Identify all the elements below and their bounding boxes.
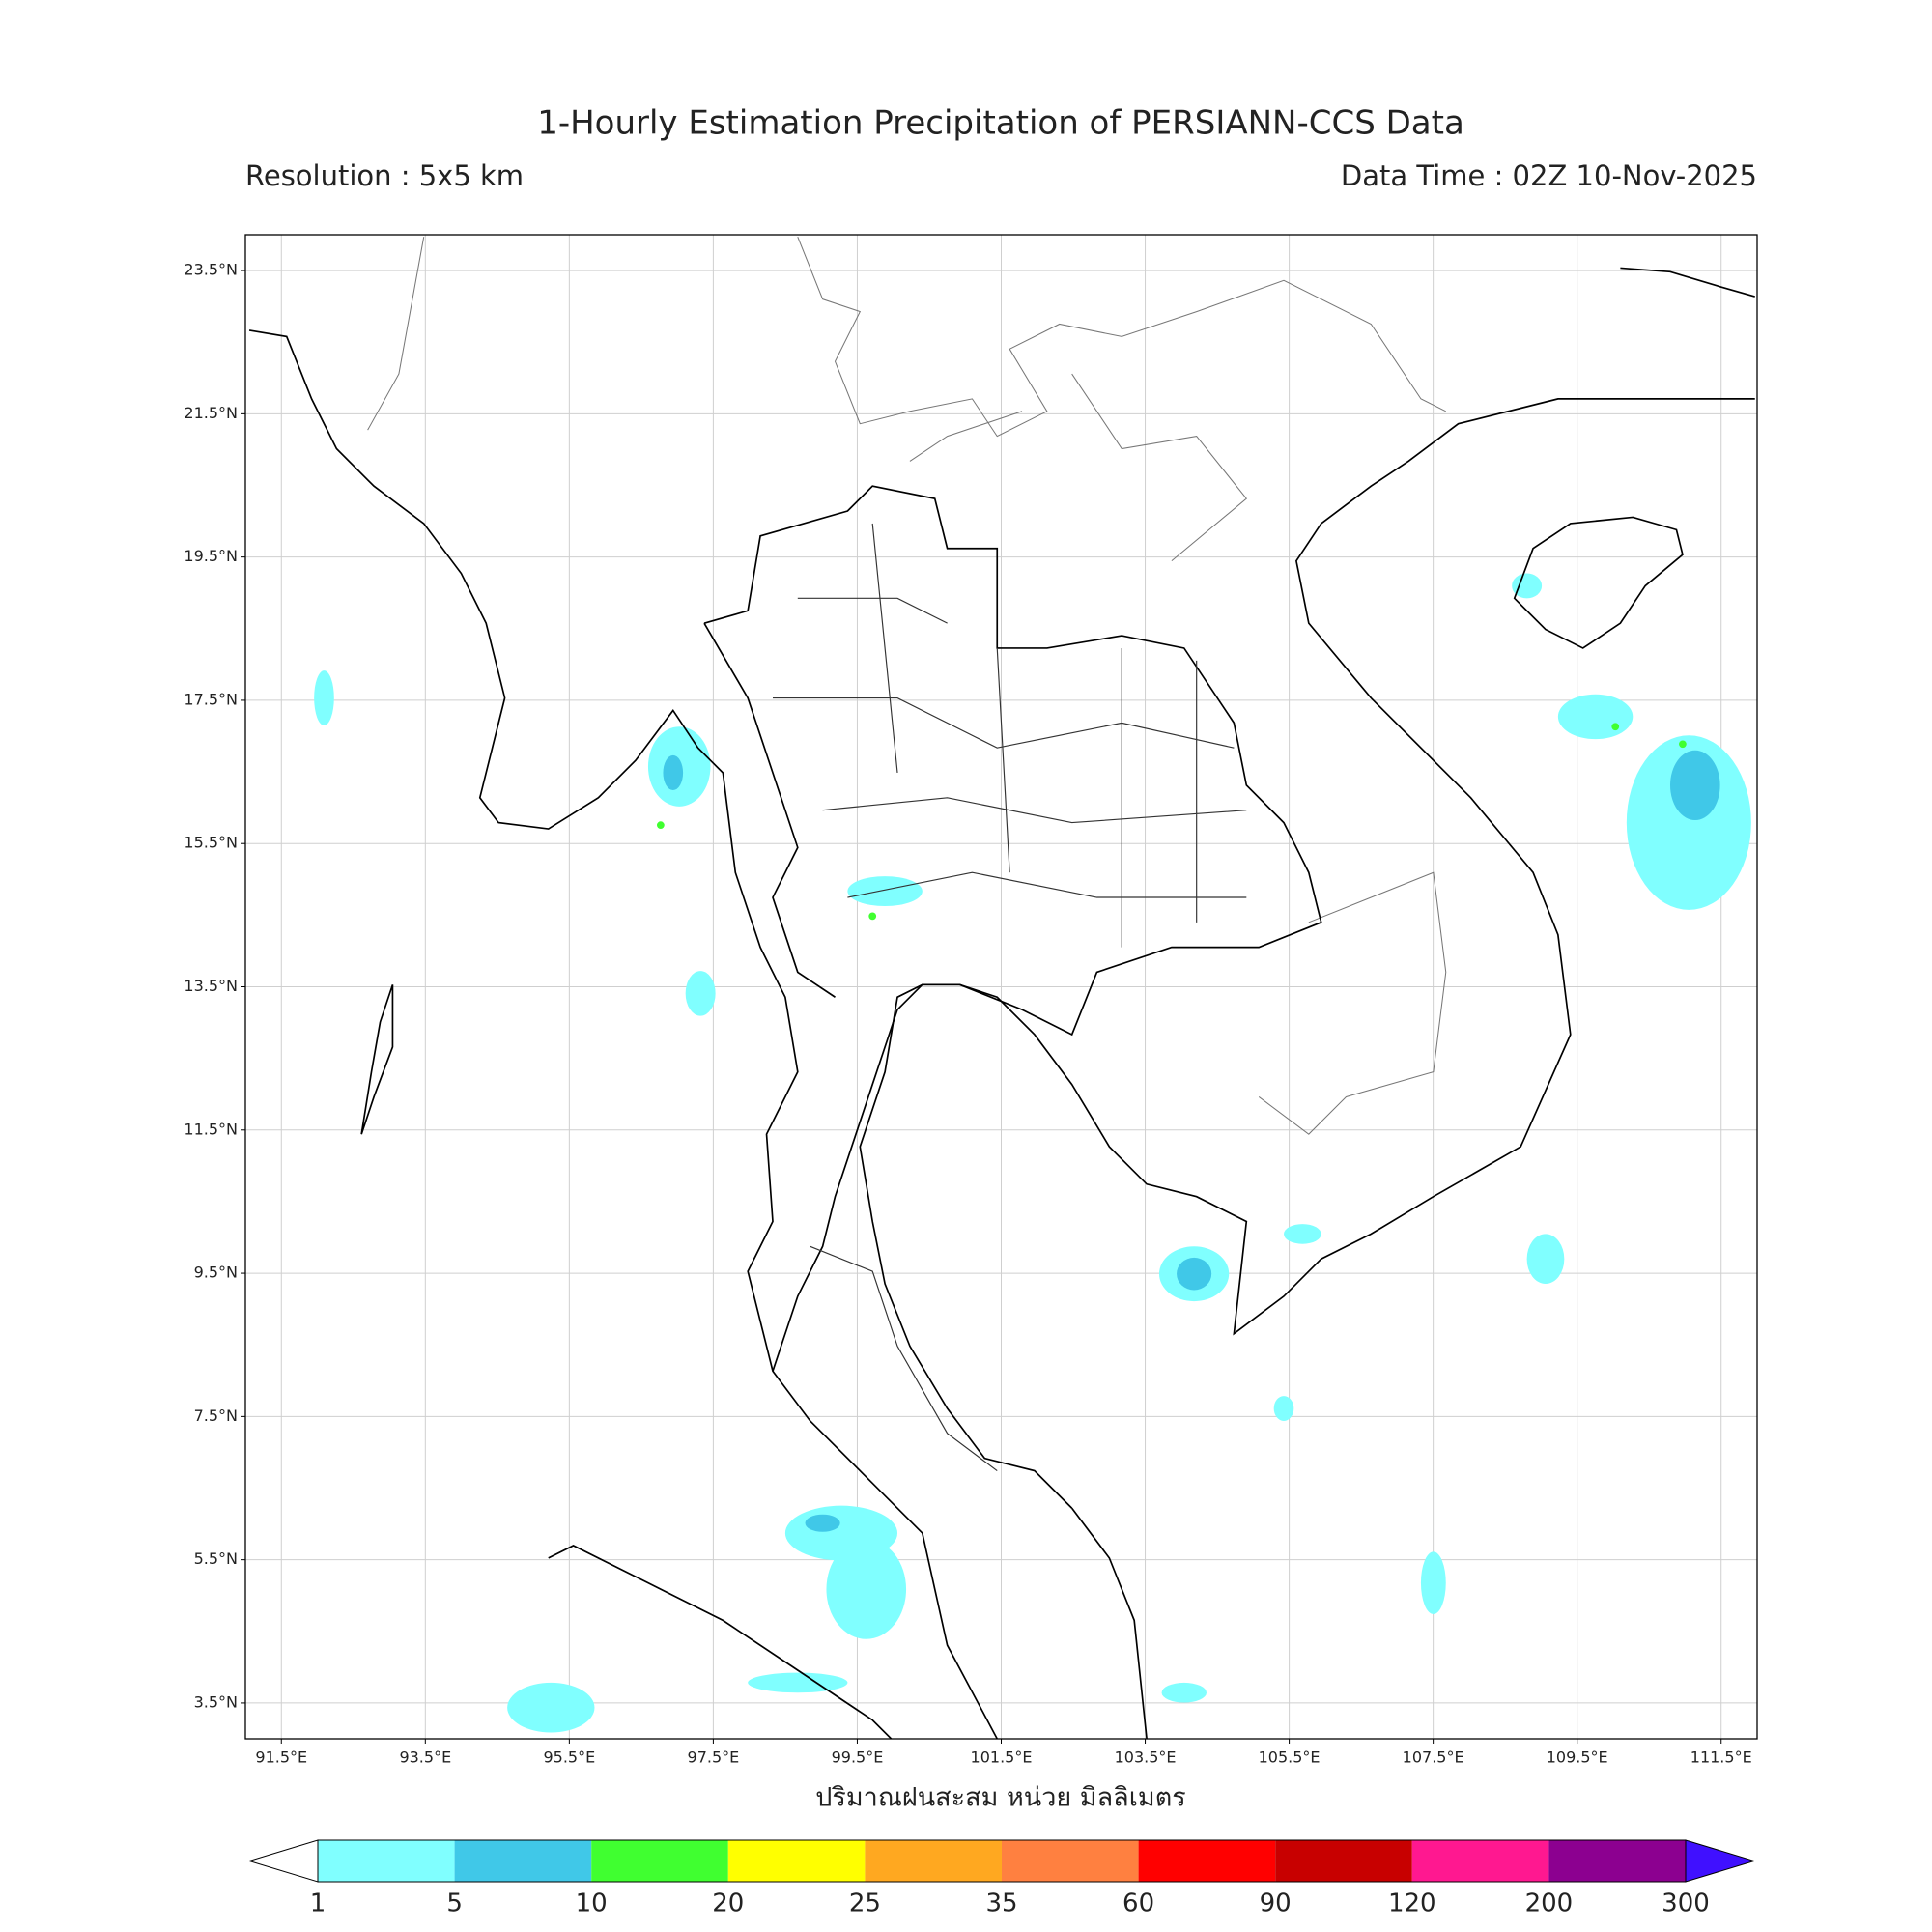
- coastline: [859, 398, 1755, 1509]
- colorbar-box: [591, 1840, 728, 1882]
- colorbar-tick-label: 5: [446, 1889, 463, 1918]
- colorbar-tick-label: 10: [576, 1889, 608, 1918]
- y-tick-label: 17.5°N: [184, 690, 238, 708]
- thailand-border: [703, 485, 1322, 1372]
- colorbar-box: [1275, 1840, 1412, 1882]
- colorbar-tick-label: 35: [985, 1889, 1017, 1918]
- coastline: [1070, 1507, 1148, 1739]
- colorbar-frame: [317, 1839, 1687, 1883]
- colorbar-label: ปริมาณฝนสะสม หน่วย มิลลิเมตร: [815, 1783, 1186, 1813]
- colorbar-box: [865, 1840, 1002, 1882]
- x-tick-label: 109.5°E: [1547, 1748, 1608, 1767]
- colorbar-box: [454, 1840, 592, 1882]
- x-tick-label: 99.5°E: [832, 1748, 884, 1767]
- y-tick-label: 13.5°N: [184, 977, 238, 995]
- colorbar-box: [1138, 1840, 1276, 1882]
- y-tick-label: 15.5°N: [184, 834, 238, 852]
- colorbar-under: [247, 1839, 319, 1883]
- colorbar-tick-label: 90: [1260, 1889, 1292, 1918]
- x-tick-label: 97.5°E: [688, 1748, 740, 1767]
- colorbar-tick-label: 300: [1662, 1889, 1710, 1918]
- colorbar-tick-label: 120: [1388, 1889, 1436, 1918]
- subtitle-right: Data Time : 02Z 10-Nov-2025: [1341, 159, 1757, 192]
- coastline: [1620, 267, 1755, 298]
- x-tick-label: 111.5°E: [1690, 1748, 1752, 1767]
- colorbar-box: [318, 1840, 455, 1882]
- y-tick-label: 19.5°N: [184, 547, 238, 565]
- colorbar-over: [1685, 1839, 1756, 1883]
- colorbar-tick-label: 60: [1122, 1889, 1154, 1918]
- basemap: [248, 236, 1755, 1739]
- y-tick-label: 23.5°N: [184, 261, 238, 279]
- coastline: [248, 329, 998, 1739]
- colorbar-tick-label: 1: [310, 1889, 327, 1918]
- coastline: [360, 984, 394, 1135]
- colorbar-box: [1548, 1840, 1686, 1882]
- x-tick-label: 103.5°E: [1115, 1748, 1177, 1767]
- colorbar-box: [1002, 1840, 1139, 1882]
- x-tick-label: 107.5°E: [1403, 1748, 1464, 1767]
- province-lines: [772, 523, 1247, 1472]
- coastline: [548, 1545, 893, 1739]
- colorbar-tick-label: 200: [1525, 1889, 1574, 1918]
- y-tick-label: 21.5°N: [184, 404, 238, 422]
- colorbar-tick-label: 25: [849, 1889, 881, 1918]
- colorbar-box: [1411, 1840, 1549, 1882]
- rain-areas: [314, 573, 1751, 1733]
- y-tick-label: 3.5°N: [194, 1692, 238, 1711]
- y-tick-label: 5.5°N: [194, 1549, 238, 1568]
- x-tick-label: 93.5°E: [399, 1748, 451, 1767]
- x-tick-label: 105.5°E: [1259, 1748, 1321, 1767]
- title: 1-Hourly Estimation Precipitation of PER…: [537, 104, 1464, 143]
- x-tick-label: 101.5°E: [971, 1748, 1033, 1767]
- coastline: [1513, 516, 1684, 649]
- y-tick-label: 11.5°N: [184, 1120, 238, 1138]
- subtitle-left: Resolution : 5x5 km: [245, 159, 524, 192]
- y-tick-label: 9.5°N: [194, 1264, 238, 1282]
- x-tick-label: 91.5°E: [255, 1748, 307, 1767]
- country-border: [367, 236, 1447, 1135]
- x-tick-label: 95.5°E: [543, 1748, 595, 1767]
- colorbar-tick-label: 20: [712, 1889, 744, 1918]
- y-tick-label: 7.5°N: [194, 1406, 238, 1425]
- colorbar-box: [727, 1840, 866, 1882]
